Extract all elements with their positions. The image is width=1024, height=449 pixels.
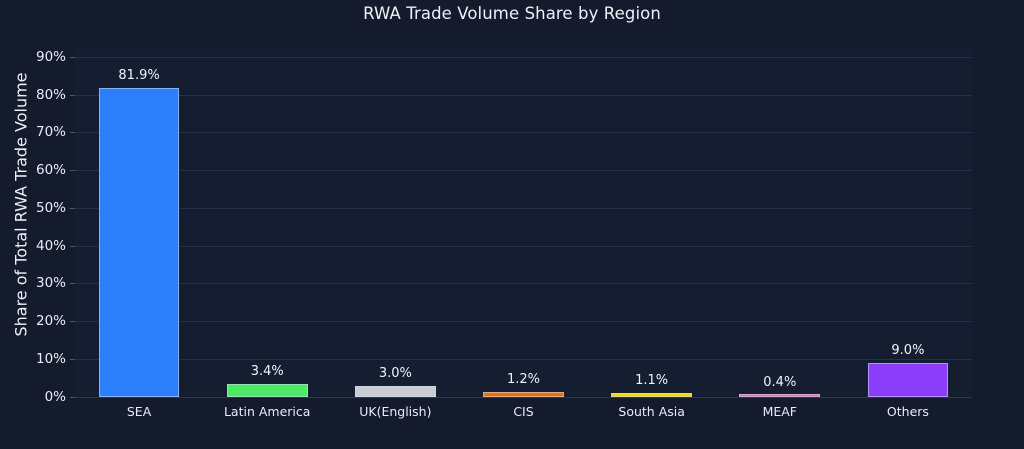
gridline: 20% — [36, 313, 972, 329]
y-axis-tick-mark — [70, 132, 75, 134]
bar-value-label: 3.0% — [378, 365, 412, 381]
gridline: 40% — [36, 238, 972, 254]
y-axis-tick-mark — [70, 283, 75, 285]
x-axis-tick-label: MEAF — [762, 404, 797, 419]
gridline: 10% — [36, 351, 972, 367]
y-axis-tick-mark — [70, 358, 75, 360]
bar-cis[interactable] — [483, 392, 564, 397]
bar-value-label: 81.9% — [118, 67, 160, 83]
gridline: 80% — [36, 87, 972, 103]
x-axis-tick-label: Others — [886, 404, 929, 419]
gridline: 50% — [36, 200, 972, 216]
y-axis-tick-label: 20% — [35, 313, 66, 330]
x-axis-tick-label: SEA — [126, 404, 152, 419]
y-axis-tick-label: 0% — [44, 388, 66, 405]
bar-value-label: 0.4% — [763, 375, 797, 391]
y-axis-tick-label: 30% — [35, 275, 66, 292]
bar-meaf[interactable] — [739, 394, 821, 397]
y-axis-tick-label: 70% — [35, 124, 66, 141]
y-axis-tick-mark — [70, 207, 75, 209]
y-axis-tick-mark — [70, 321, 75, 323]
gridline: 0% — [45, 389, 972, 405]
chart-title: RWA Trade Volume Share by Region — [363, 4, 661, 23]
y-axis-tick-mark — [70, 56, 75, 58]
y-axis-tick-mark — [70, 94, 75, 96]
x-axis-tick-label: CIS — [513, 404, 534, 419]
x-axis-tick-label: UK(English) — [359, 404, 432, 419]
gridline: 70% — [36, 124, 972, 140]
bar-value-label: 9.0% — [891, 343, 925, 359]
bar-others[interactable] — [867, 363, 949, 397]
x-axis-tick-label: Latin America — [223, 404, 311, 419]
bar-latin-america[interactable] — [226, 384, 308, 397]
bar-uk-english[interactable] — [354, 385, 436, 397]
y-axis-tick-label: 60% — [35, 162, 66, 179]
y-axis-tick-label: 40% — [35, 237, 66, 254]
y-axis-tick-mark — [70, 170, 75, 172]
gridline: 30% — [36, 275, 972, 291]
bar-value-label: 3.4% — [250, 364, 284, 380]
y-axis-tick-label: 80% — [35, 86, 66, 103]
gridline: 90% — [36, 49, 972, 65]
bar-value-label: 1.1% — [635, 372, 669, 388]
y-axis-tick-mark — [70, 396, 75, 398]
y-axis-tick-label: 90% — [35, 48, 66, 65]
plot-area: 0% 10% 20% 30% 40% 50% 60% 70% 80% 90% 81.9% 3.4% 3… — [36, 46, 972, 405]
y-axis-label: Share of Total RWA Trade Volume — [11, 72, 31, 337]
gridline: 60% — [36, 162, 972, 178]
bar-sea[interactable] — [98, 87, 180, 397]
bar-south-asia[interactable] — [611, 392, 692, 397]
y-axis-tick-mark — [70, 245, 75, 247]
y-axis-tick-label: 50% — [35, 199, 66, 216]
bar-value-label: 1.2% — [506, 372, 541, 388]
x-axis-tick-label: South Asia — [618, 404, 685, 419]
y-axis-tick-label: 10% — [35, 350, 66, 367]
